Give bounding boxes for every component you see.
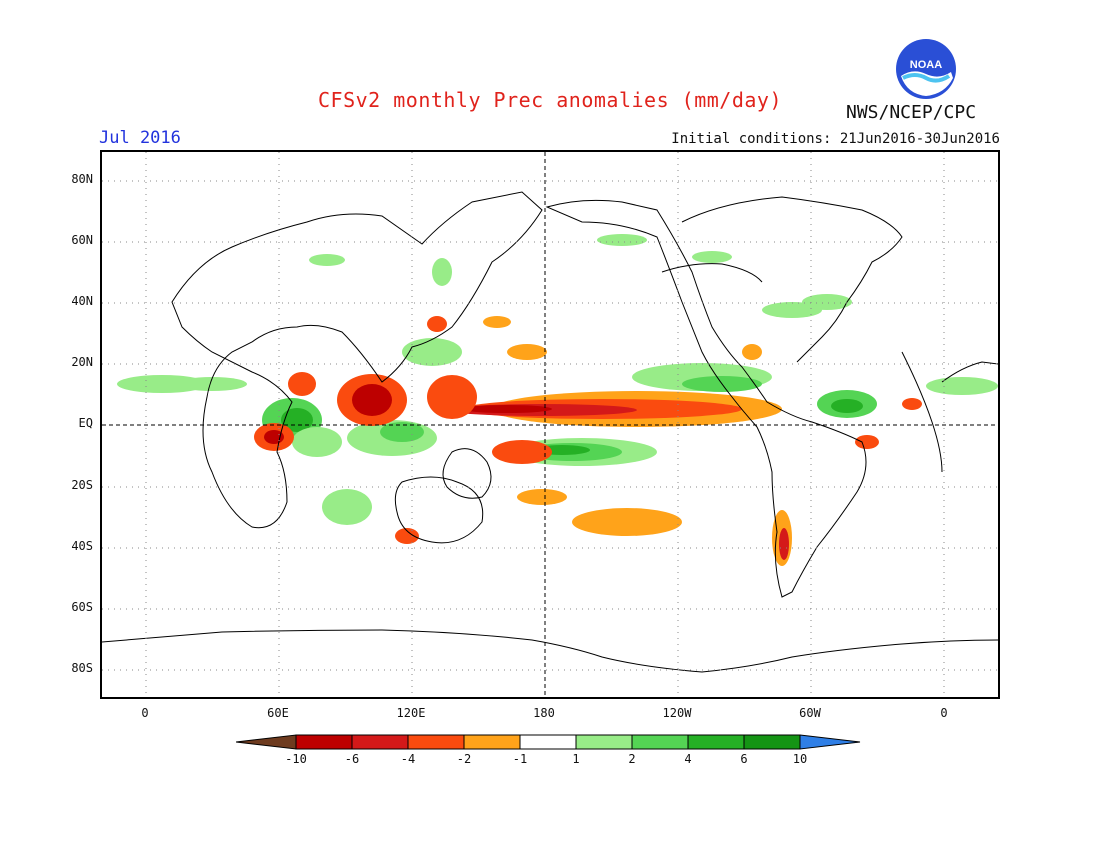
colorbar-tick-label: 1: [572, 752, 580, 766]
colorbar-segment: [519, 734, 577, 750]
lon-tick-label: 120E: [396, 706, 426, 720]
colorbar-tick-label: 10: [792, 752, 808, 766]
lon-tick-label: 180: [533, 706, 555, 720]
lon-tick-label: 60E: [267, 706, 289, 720]
lon-tick-label: 120W: [662, 706, 692, 720]
lat-tick-label: 80N: [71, 172, 93, 186]
colorbar-segment: [463, 734, 521, 750]
colorbar-tick-label: -4: [400, 752, 416, 766]
lat-tick-label: 60N: [71, 233, 93, 247]
initial-conditions: Initial conditions: 21Jun2016-30Jun2016: [671, 131, 1000, 147]
lat-tick-label: 40N: [71, 294, 93, 308]
lat-tick-label: 60S: [71, 600, 93, 614]
positive-anomaly-regions: [117, 234, 998, 525]
colorbar-tick-label: -2: [456, 752, 472, 766]
colorbar-segment: [575, 734, 633, 750]
color-scale-bar: [236, 734, 861, 750]
agency-name: NWS/NCEP/CPC: [846, 102, 977, 123]
coastlines: [102, 191, 998, 673]
colorbar-segment: [407, 734, 465, 750]
logo-text: NOAA: [910, 59, 942, 71]
reference-lines: [102, 152, 998, 697]
colorbar-segment: [687, 734, 745, 750]
colorbar-segment: [799, 734, 861, 750]
colorbar-tick-label: -6: [344, 752, 360, 766]
colorbar-tick-label: -10: [285, 752, 307, 766]
colorbar-segment: [236, 734, 297, 750]
colorbar-tick-label: -1: [512, 752, 528, 766]
lon-tick-label: 0: [141, 706, 149, 720]
lat-tick-label: 80S: [71, 661, 93, 675]
map-title: CFSv2 monthly Prec anomalies (mm/day): [317, 88, 783, 112]
colorbar-segment: [351, 734, 409, 750]
colorbar-segment: [295, 734, 353, 750]
lat-tick-label: 20S: [71, 478, 93, 492]
colorbar-tick-label: 2: [628, 752, 636, 766]
anomaly-map: [102, 152, 998, 697]
lat-tick-label: EQ: [78, 416, 93, 430]
map-panel: [100, 150, 1000, 699]
colorbar-segment: [631, 734, 689, 750]
colorbar-tick-label: 4: [684, 752, 692, 766]
negative-anomaly-regions: [254, 316, 922, 566]
noaa-logo-icon: NOAA: [896, 39, 956, 99]
graticule: [102, 152, 998, 697]
lon-tick-label: 0: [940, 706, 948, 720]
lat-tick-label: 40S: [71, 539, 93, 553]
colorbar-segment: [743, 734, 801, 750]
lat-tick-label: 20N: [71, 355, 93, 369]
forecast-month: Jul 2016: [99, 128, 181, 148]
lon-tick-label: 60W: [799, 706, 821, 720]
colorbar-tick-label: 6: [740, 752, 748, 766]
